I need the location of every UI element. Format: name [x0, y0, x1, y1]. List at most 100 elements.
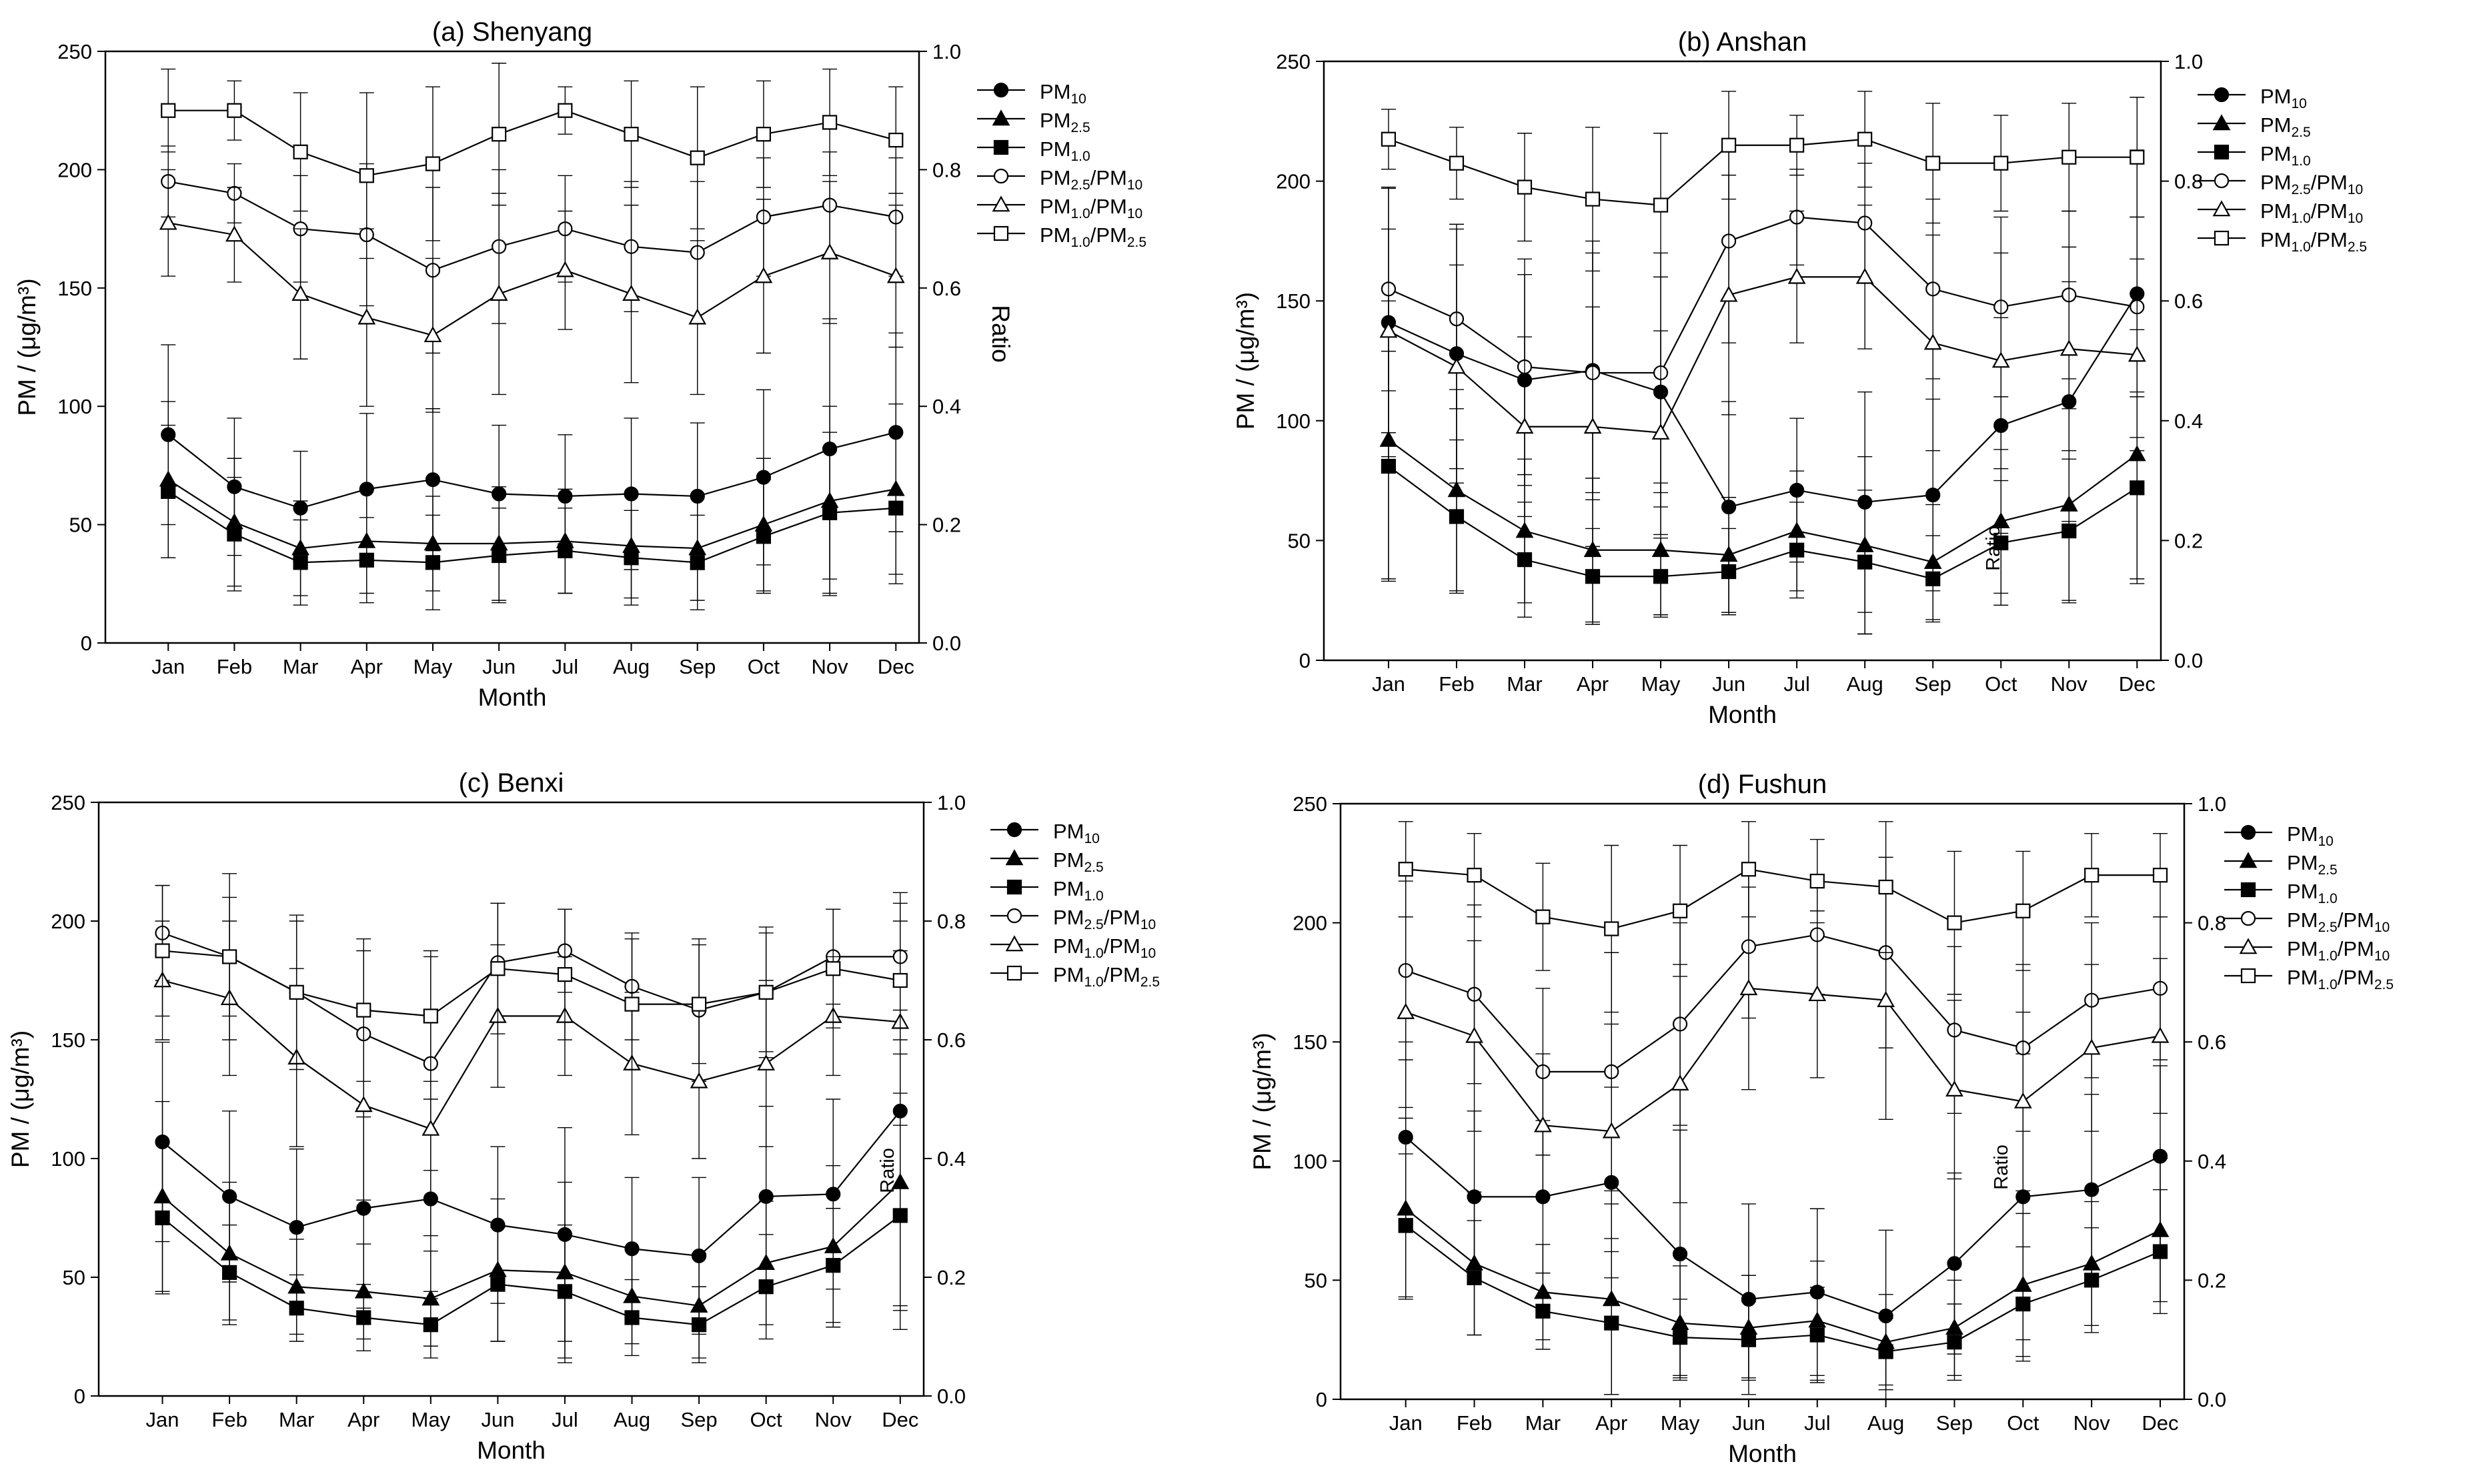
data-point	[1789, 137, 1805, 153]
series-line	[1405, 1208, 2161, 1343]
x-tick-label: Jun	[481, 1408, 514, 1431]
legend-label-subscript: 10	[1127, 206, 1142, 221]
legend-label-subscript: 2.5	[1084, 860, 1104, 875]
x-tick-label: May	[414, 655, 453, 678]
legend-label-text: PM	[1040, 223, 1071, 247]
data-point	[1787, 267, 1806, 284]
data-series	[161, 145, 904, 354]
legend-label: PM10	[1053, 820, 1100, 846]
x-tick-label: Apr	[1577, 672, 1609, 696]
data-point	[2013, 1092, 2032, 1108]
data-point	[2239, 938, 2258, 954]
data-series	[155, 873, 908, 1082]
y2-tick-label: 0.0	[932, 632, 961, 655]
x-tick-label: Dec	[882, 1408, 918, 1431]
chart-panel: (b) Anshan0501001502002500.00.20.40.60.8…	[1232, 27, 2367, 728]
legend-item: PM1.0/PM2.5	[2224, 966, 2394, 992]
data-series	[155, 884, 908, 1171]
x-tick-label: Nov	[812, 655, 849, 678]
data-point	[1398, 1218, 1413, 1233]
data-point	[2240, 882, 2256, 898]
data-point	[423, 1317, 438, 1333]
data-point	[624, 996, 640, 1012]
legend-label-subscript: 2.5	[2292, 182, 2311, 197]
data-point	[2015, 1189, 2031, 1205]
data-point	[2015, 903, 2031, 918]
data-point	[2015, 1297, 2031, 1312]
legend-label-text: /PM	[2338, 908, 2374, 932]
data-point	[691, 996, 707, 1012]
data-point	[1651, 423, 1670, 440]
series-line	[1388, 439, 2138, 563]
series-line	[167, 479, 896, 550]
chart-title: (c) Benxi	[459, 768, 564, 798]
data-point	[222, 949, 237, 964]
legend-label-text: PM	[1053, 848, 1084, 872]
data-point	[1006, 965, 1022, 981]
data-point	[1925, 571, 1941, 586]
y2-tick-label: 0.6	[2198, 1030, 2226, 1054]
data-point	[1653, 569, 1669, 584]
x-tick-label: Jun	[1712, 672, 1745, 696]
x-tick-label: Jan	[1372, 672, 1405, 696]
y2-tick-label: 1.0	[2198, 792, 2226, 816]
legend-label-subscript: 1.0	[1071, 235, 1090, 250]
legend-label-subscript: 2.5	[2374, 977, 2394, 992]
x-tick-label: May	[1641, 672, 1681, 696]
data-point	[1741, 862, 1757, 877]
data-point	[293, 555, 308, 570]
data-point	[2212, 200, 2231, 217]
legend-label-subscript: 10	[2374, 948, 2390, 964]
y-axis-label: PM / (μg/m³)	[7, 1030, 34, 1168]
data-point	[2084, 1182, 2100, 1197]
y2-tick-label: 0.0	[937, 1385, 966, 1408]
legend-item: PM2.5/PM10	[2224, 908, 2390, 935]
x-tick-label: Jan	[146, 1408, 179, 1431]
data-point	[1602, 1122, 1621, 1139]
data-point	[1672, 903, 1688, 918]
data-point	[356, 1002, 371, 1018]
y2-tick-label: 0.6	[937, 1028, 966, 1052]
legend-label-text: PM	[2287, 880, 2318, 903]
x-tick-label: Feb	[1457, 1411, 1492, 1435]
data-point	[1005, 849, 1024, 866]
data-series	[1398, 856, 2168, 1192]
data-point	[2212, 114, 2231, 131]
y-tick-label: 250	[1293, 792, 1327, 816]
x-tick-label: Aug	[614, 1408, 650, 1431]
data-point	[992, 109, 1010, 126]
x-axis-label: Month	[1708, 701, 1777, 728]
legend-item: PM1.0/PM10	[2198, 199, 2363, 226]
x-tick-label: Jul	[1804, 1411, 1831, 1435]
y-tick-label: 200	[1293, 912, 1327, 935]
y2-axis-label: Ratio	[987, 305, 1014, 362]
legend-label-text: /PM	[1090, 223, 1127, 247]
x-tick-label: Nov	[2074, 1411, 2111, 1435]
series-line	[161, 1110, 901, 1257]
series-line	[167, 491, 896, 564]
y2-tick-label: 0.0	[2174, 649, 2203, 672]
data-point	[425, 555, 441, 570]
x-axis-label: Month	[478, 684, 547, 711]
y-tick-label: 50	[69, 514, 92, 537]
data-series	[1381, 139, 2145, 494]
legend: PM10PM2.5PM1.0PM2.5/PM10PM1.0/PM10PM1.0/…	[2198, 85, 2367, 255]
y-tick-label: 0	[74, 1385, 85, 1408]
data-point	[886, 267, 905, 283]
y2-tick-label: 0.4	[932, 395, 961, 418]
series-line	[1405, 1225, 2161, 1353]
chart-panel: (c) Benxi 0 50 100 150 200 250 0.0 0.2 0.4 0.6 0.8 1…	[7, 768, 1160, 1464]
legend-item: PM1.0/PM10	[2224, 937, 2390, 964]
legend-label: PM2.5/PM10	[2287, 908, 2390, 935]
data-point	[1721, 564, 1737, 580]
legend-label-text: PM	[2260, 199, 2292, 223]
data-point	[1947, 915, 1962, 930]
legend-label-text: PM	[2287, 822, 2318, 846]
y2-tick-label: 0.2	[2198, 1269, 2226, 1292]
data-point	[155, 1210, 170, 1226]
legend-label-text: PM	[1040, 80, 1071, 103]
data-point	[1517, 552, 1533, 568]
y-axis-label: PM / (μg/m³)	[1249, 1032, 1276, 1170]
legend-label-text: /PM	[2338, 966, 2374, 989]
legend-label: PM1.0	[2260, 142, 2311, 169]
